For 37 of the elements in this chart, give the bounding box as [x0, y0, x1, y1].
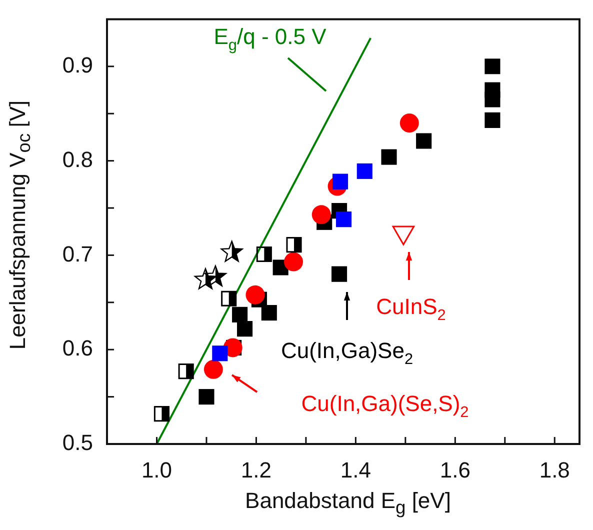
point — [284, 252, 304, 272]
x-tick-label: 1.2 — [240, 457, 272, 482]
point — [484, 112, 500, 128]
y-tick-label: 0.6 — [62, 336, 93, 361]
y-tick-label: 0.8 — [62, 146, 93, 172]
point — [416, 133, 432, 149]
y-tick-label: 0.9 — [62, 52, 93, 78]
y-tick-label: 0.5 — [62, 430, 93, 456]
x-axis-title: Bandabstand E$_{g}$ [eV] — [244, 488, 452, 518]
point — [332, 174, 348, 190]
point — [331, 266, 348, 282]
point — [178, 364, 194, 380]
point — [220, 240, 243, 262]
point — [154, 406, 170, 422]
x-tick-label: 1.6 — [440, 457, 470, 482]
point — [312, 205, 331, 224]
point — [261, 305, 277, 321]
point — [381, 149, 397, 165]
point — [212, 346, 228, 362]
point — [204, 360, 223, 379]
point — [221, 290, 237, 306]
point — [256, 246, 272, 262]
point — [484, 58, 500, 74]
point — [236, 321, 253, 337]
point — [204, 265, 226, 286]
point — [246, 285, 265, 304]
point — [286, 237, 302, 253]
point — [400, 114, 419, 133]
x-tick-label: 1.8 — [539, 457, 570, 482]
x-tick-label: 1.0 — [141, 457, 172, 482]
point — [336, 212, 352, 228]
point — [484, 92, 500, 108]
point — [198, 389, 214, 405]
point — [356, 163, 372, 179]
point — [232, 306, 248, 322]
y-tick-label: 0.7 — [62, 241, 93, 266]
x-tick-label: 1.4 — [340, 457, 371, 482]
